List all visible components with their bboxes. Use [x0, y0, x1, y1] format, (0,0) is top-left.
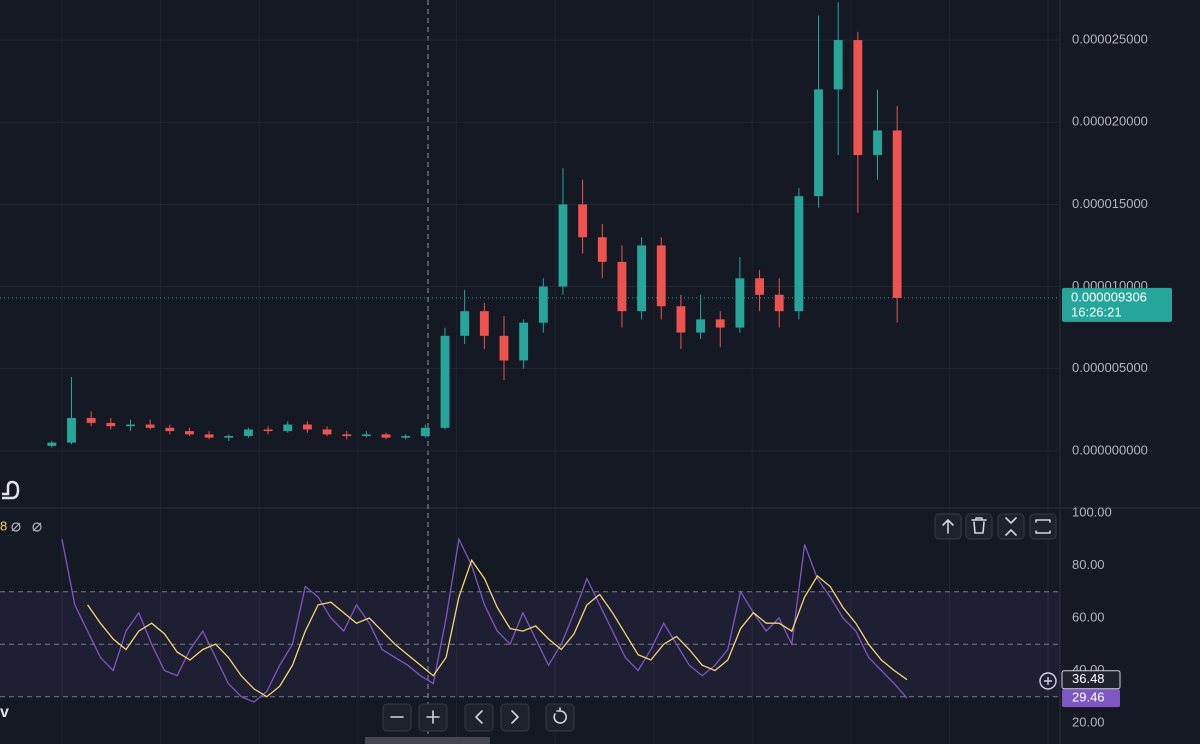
candle-body: [145, 424, 155, 428]
candle-body: [519, 322, 529, 361]
y-tick-label: 60.00: [1072, 609, 1105, 624]
candle-body: [243, 429, 253, 437]
scroll-right-button[interactable]: [500, 703, 530, 732]
candle-body: [637, 245, 647, 312]
maximize-pane-button[interactable]: [1029, 513, 1057, 540]
candle-body: [578, 204, 588, 238]
zoom-in-button[interactable]: [418, 703, 448, 732]
current-price-box: [1062, 287, 1172, 322]
reset-button[interactable]: [545, 703, 575, 732]
candle-body: [715, 319, 725, 328]
last-value-label: 36.48: [1072, 671, 1105, 686]
candle-body: [676, 306, 686, 333]
y-tick-label: 0.000020000: [1072, 114, 1148, 129]
y-tick-label: 0.000015000: [1072, 196, 1148, 211]
y-tick-label: 20.00: [1072, 714, 1105, 729]
candle-body: [617, 261, 627, 312]
y-tick-label: 0.000005000: [1072, 360, 1148, 375]
candle-body: [794, 196, 804, 312]
candle-body: [479, 311, 489, 336]
candle-body: [538, 286, 548, 323]
candle-body: [656, 245, 666, 307]
logo-fragment: v: [0, 704, 9, 721]
candle-body: [735, 278, 745, 328]
candle-body: [440, 335, 450, 428]
candle-body: [185, 431, 194, 435]
candle-body: [67, 417, 76, 443]
candle-body: [106, 422, 116, 427]
candle-body: [224, 436, 234, 438]
candle-body: [696, 319, 706, 333]
candle-body: [302, 424, 312, 430]
candle-body: [853, 40, 863, 156]
candle-body: [283, 424, 293, 432]
candle-body: [774, 294, 784, 312]
last-value-box: [1061, 670, 1121, 690]
collapse-pane-button[interactable]: [997, 513, 1025, 540]
candle-body: [322, 429, 332, 435]
countdown-label: 16:26:21: [1071, 304, 1122, 319]
y-tick-label: 0.000000000: [1072, 442, 1148, 457]
candle-body: [597, 237, 607, 262]
vertical-grid: [61, 0, 1049, 744]
candle-body: [420, 427, 430, 437]
plot-layer: 0.0000000000.0000050000.0000100000.00001…: [0, 2, 1172, 729]
legend-icons: [11, 522, 42, 532]
candle-body: [814, 89, 823, 197]
candle-body: [558, 204, 568, 287]
last-value-box: [1062, 689, 1120, 708]
scroll-left-button[interactable]: [464, 703, 494, 732]
scrollbar[interactable]: [365, 737, 490, 744]
current-price-label: 0.000009306: [1071, 289, 1147, 304]
indicator-legend: 8: [0, 518, 7, 533]
candle-body: [499, 335, 509, 361]
y-tick-label: 100.00: [1072, 504, 1112, 519]
candle-body: [126, 424, 135, 427]
candle-body: [263, 429, 273, 432]
candle-body: [873, 130, 882, 156]
candle-body: [755, 278, 764, 295]
rsi-line-0: [61, 537, 908, 703]
candle-body: [892, 130, 902, 298]
candle-body: [165, 427, 175, 432]
candle-body: [204, 434, 214, 438]
zoom-out-button[interactable]: [382, 703, 412, 732]
rsi-line-1: [87, 558, 908, 698]
candle-body: [401, 436, 411, 438]
move-up-button[interactable]: [934, 513, 962, 540]
y-tick-label: 0.000025000: [1072, 32, 1148, 47]
candle-body: [833, 40, 843, 90]
candle-body: [381, 434, 391, 438]
last-value-label: 29.46: [1072, 690, 1105, 705]
candle-body: [47, 442, 57, 446]
candle-body: [86, 417, 96, 423]
add-button[interactable]: [1039, 672, 1057, 690]
logo-icon: [2, 480, 20, 500]
y-tick-label: 80.00: [1072, 557, 1105, 572]
candle-body: [342, 434, 352, 437]
candle-body: [460, 311, 470, 336]
candle-body: [361, 434, 371, 437]
delete-pane-button[interactable]: [965, 513, 993, 540]
